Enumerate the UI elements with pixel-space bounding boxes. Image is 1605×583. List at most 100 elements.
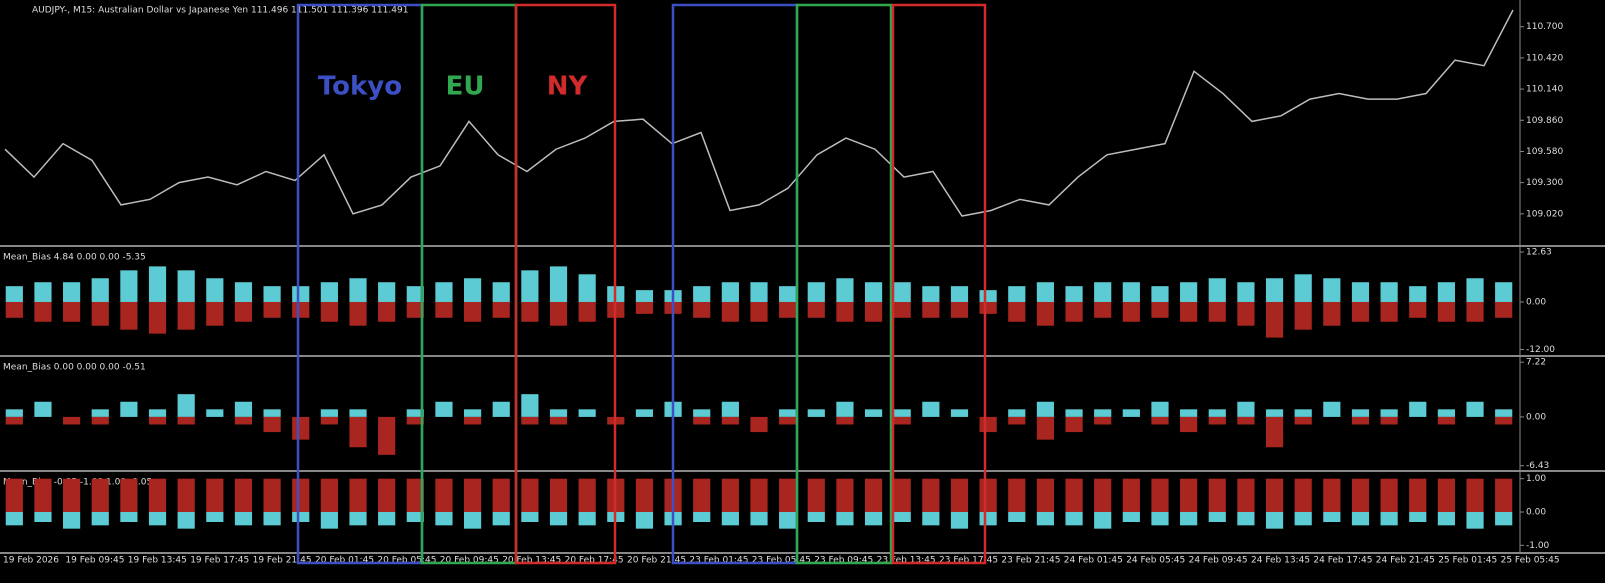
- histogram-bar: [177, 394, 195, 417]
- histogram-bar: [1237, 282, 1255, 302]
- price-line: [4, 9, 1514, 217]
- histogram-bar: [320, 409, 338, 417]
- histogram-bar: [406, 478, 424, 512]
- histogram-bar: [34, 478, 52, 512]
- histogram-bar: [950, 301, 969, 318]
- histogram-bar: [263, 301, 281, 318]
- histogram-bar: [148, 416, 167, 425]
- histogram-bar: [63, 282, 81, 302]
- histogram-bar: [463, 478, 482, 512]
- histogram-bar: [693, 512, 711, 522]
- histogram-bar: [836, 278, 854, 302]
- x-tick-label: 25 Feb 01:45: [1438, 556, 1497, 566]
- histogram-bar: [893, 512, 911, 522]
- histogram-bar: [979, 301, 997, 314]
- histogram-bar: [378, 512, 396, 526]
- histogram-bar: [1036, 416, 1055, 440]
- histogram-bar: [1122, 478, 1140, 512]
- histogram-bar: [1208, 478, 1226, 512]
- histogram-bar: [807, 409, 825, 417]
- histogram-bar: [349, 416, 367, 448]
- histogram-bar: [1323, 401, 1341, 417]
- histogram-bar: [950, 409, 969, 417]
- session-label: NY: [547, 72, 589, 102]
- histogram-bar: [635, 290, 654, 302]
- x-tick-label: 24 Feb 21:45: [1376, 556, 1435, 566]
- histogram-bar: [922, 401, 940, 417]
- histogram-bar: [435, 282, 453, 302]
- histogram-bar: [779, 409, 797, 417]
- histogram-bar: [1495, 409, 1513, 417]
- session-box: [514, 3, 617, 565]
- histogram-bar: [1008, 409, 1026, 417]
- histogram-bar: [435, 401, 453, 417]
- histogram-bar: [63, 416, 81, 425]
- histogram-bar: [120, 512, 138, 522]
- x-tick-label: 19 Feb 17:45: [190, 556, 249, 566]
- histogram-bar: [435, 512, 453, 526]
- histogram-bar: [578, 512, 596, 526]
- histogram-bar: [1495, 301, 1513, 318]
- histogram-bar: [1351, 512, 1370, 526]
- histogram-bar: [1237, 416, 1255, 425]
- histogram-bar: [836, 512, 854, 526]
- histogram-bar: [1380, 282, 1398, 302]
- histogram-bar: [292, 286, 310, 302]
- histogram-bar: [864, 282, 883, 302]
- histogram-bar: [864, 409, 883, 417]
- histogram-bar: [148, 512, 167, 526]
- histogram-bar: [320, 478, 338, 512]
- histogram-bar: [1180, 282, 1198, 302]
- histogram-bar: [1265, 416, 1284, 448]
- histogram-bar: [1008, 301, 1026, 322]
- histogram-bar: [721, 401, 739, 417]
- x-tick-label: 20 Feb 13:45: [502, 556, 561, 566]
- histogram-bar: [292, 512, 310, 522]
- histogram-bar: [5, 301, 23, 318]
- histogram-bar: [1151, 401, 1169, 417]
- histogram-bar: [206, 478, 224, 512]
- histogram-bar: [1094, 409, 1112, 417]
- histogram-bar: [721, 512, 739, 526]
- x-tick-label: 20 Feb 17:45: [565, 556, 624, 566]
- histogram-bar: [1122, 512, 1140, 522]
- histogram-bar: [836, 401, 854, 417]
- y-tick-label: 109.300: [1526, 178, 1563, 188]
- y-tick-label: 0.00: [1526, 508, 1546, 518]
- histogram-bar: [206, 301, 224, 326]
- histogram-bar: [1094, 282, 1112, 302]
- histogram-bar: [779, 512, 797, 529]
- histogram-bar: [521, 270, 539, 302]
- y-tick-label: 1.00: [1526, 474, 1546, 484]
- histogram-bar: [549, 266, 568, 302]
- histogram-bar: [91, 416, 109, 425]
- histogram-bar: [922, 478, 940, 512]
- histogram-bar: [234, 478, 253, 512]
- histogram-bar: [807, 478, 825, 512]
- x-tick-label: 23 Feb 09:45: [814, 556, 873, 566]
- histogram-bar: [1151, 301, 1169, 318]
- histogram-bar: [893, 416, 911, 425]
- histogram-bar: [893, 409, 911, 417]
- histogram-bar: [1180, 409, 1198, 417]
- histogram-bar: [320, 416, 338, 425]
- histogram-bar: [206, 409, 224, 417]
- histogram-bar: [120, 401, 138, 417]
- histogram-bar: [1351, 301, 1370, 322]
- histogram-bar: [721, 282, 739, 302]
- histogram-bar: [1036, 478, 1055, 512]
- histogram-bar: [206, 278, 224, 302]
- histogram-bar: [779, 301, 797, 318]
- histogram-bar: [63, 512, 81, 529]
- histogram-bar: [693, 301, 711, 318]
- y-tick-label: -1.00: [1526, 541, 1550, 551]
- histogram-bar: [578, 274, 596, 302]
- histogram-bar: [1437, 416, 1455, 425]
- histogram-bar: [578, 409, 596, 417]
- histogram-bar: [864, 478, 883, 512]
- histogram-bar: [320, 512, 338, 529]
- x-tick-label: 24 Feb 13:45: [1251, 556, 1310, 566]
- histogram-bar: [406, 512, 424, 522]
- histogram-bar: [750, 416, 768, 433]
- histogram-bar: [1466, 478, 1484, 512]
